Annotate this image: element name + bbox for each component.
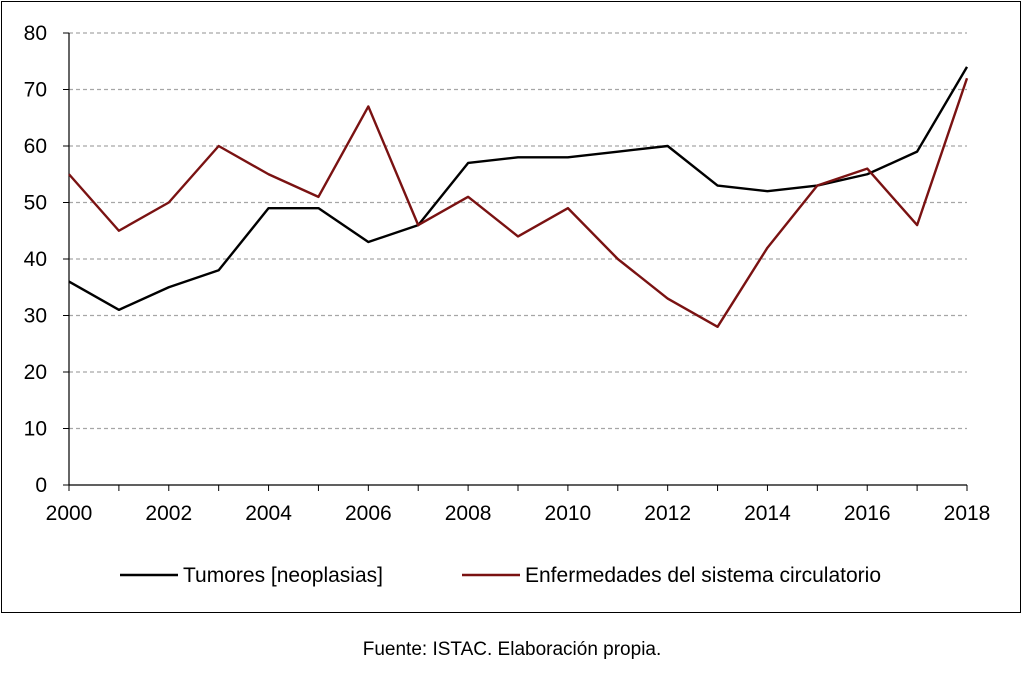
x-tick-label: 2006	[345, 502, 392, 525]
legend: Tumores [neoplasias] Enfermedades del sis…	[120, 564, 881, 587]
y-tick-label: 10	[24, 418, 47, 441]
y-tick-label: 20	[24, 361, 47, 384]
chart-frame: 0 10 20 30 40 50 60 70 80 2000 2002 2004 2006 2008 201…	[1, 1, 1021, 613]
y-tick-label: 40	[24, 248, 47, 271]
x-tick-label: 2018	[944, 502, 991, 525]
line-chart: 0 10 20 30 40 50 60 70 80 2000 2002 2004 2006 2008 201…	[24, 22, 991, 587]
y-tick-label: 60	[24, 135, 47, 158]
legend-label-2: Enfermedades del sistema circulatorio	[525, 564, 881, 587]
x-tick-label: 2000	[46, 502, 93, 525]
series-line-1	[68, 66, 969, 312]
y-tick-label: 0	[35, 474, 47, 497]
x-tick-label: 2008	[445, 502, 492, 525]
series-lines	[68, 66, 969, 328]
x-tick-label: 2012	[644, 502, 691, 525]
x-tick-label: 2004	[245, 502, 292, 525]
x-tick-label: 2002	[145, 502, 192, 525]
x-tick-label: 2010	[545, 502, 592, 525]
x-tick-label: 2014	[744, 502, 791, 525]
axes: 0 10 20 30 40 50 60 70 80 2000 2002 2004 2006 2008 201…	[24, 22, 991, 525]
source-note: Fuente: ISTAC. Elaboración propia.	[362, 639, 662, 660]
y-tick-label: 30	[24, 305, 47, 328]
legend-label-1: Tumores [neoplasias]	[183, 564, 383, 587]
x-tick-label: 2016	[844, 502, 891, 525]
y-tick-label: 70	[24, 79, 47, 102]
y-tick-label: 80	[24, 22, 47, 45]
series-line-2	[68, 77, 969, 328]
grid-lines	[69, 32, 967, 430]
y-tick-label: 50	[24, 192, 47, 215]
